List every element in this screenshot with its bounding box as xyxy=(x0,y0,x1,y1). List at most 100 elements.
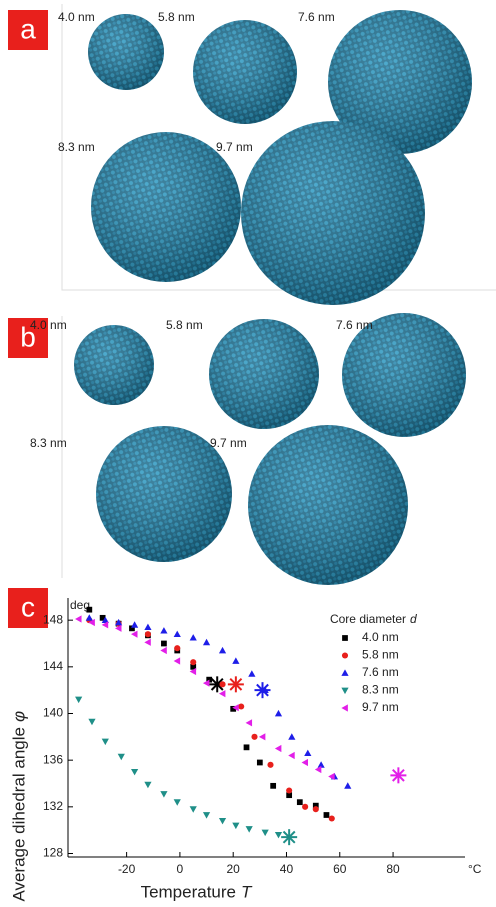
marker xyxy=(248,670,256,677)
marker xyxy=(341,704,348,712)
marker xyxy=(302,803,309,810)
marker xyxy=(206,676,213,683)
marker xyxy=(218,690,226,698)
marker xyxy=(314,765,322,774)
panel-b: b 4.0 nm 5.8 nm 7.6 nm 8.3 nm 9.7 nm xyxy=(8,313,466,585)
marker xyxy=(288,733,296,740)
marker xyxy=(101,621,109,629)
x-tick-label: 0 xyxy=(177,862,184,876)
legend-label: 7.6 nm xyxy=(362,665,399,679)
marker xyxy=(274,744,282,753)
marker xyxy=(88,718,96,726)
marker xyxy=(245,719,253,727)
marker xyxy=(144,631,151,638)
size-label: 4.0 nm xyxy=(30,318,67,332)
marker xyxy=(341,687,349,695)
marker xyxy=(160,791,168,798)
size-label: 9.7 nm xyxy=(216,140,253,154)
marker xyxy=(161,640,167,647)
x-tick-label: 60 xyxy=(333,862,347,876)
marker xyxy=(86,606,93,613)
marker xyxy=(232,704,239,712)
marker xyxy=(344,782,352,789)
panel-label: a xyxy=(20,13,36,44)
marker xyxy=(190,659,197,666)
marker xyxy=(232,657,240,664)
marker xyxy=(131,768,139,776)
marker xyxy=(85,614,93,621)
marker xyxy=(144,638,151,646)
marker xyxy=(288,751,295,760)
legend-label: 4.0 nm xyxy=(362,630,399,644)
y-label: Average dihedral angle xyxy=(9,727,28,902)
marker xyxy=(243,744,250,751)
marker xyxy=(160,646,167,655)
legend-label: 8.3 nm xyxy=(362,683,399,697)
marker xyxy=(342,635,348,641)
panel-label: c xyxy=(21,591,35,622)
marker xyxy=(129,625,135,632)
transition-star xyxy=(227,676,244,693)
size-label: 8.3 nm xyxy=(30,436,67,450)
marker xyxy=(174,645,181,652)
panel-label-box xyxy=(8,588,48,628)
legend-label: 5.8 nm xyxy=(362,648,399,662)
marker xyxy=(274,709,283,717)
size-label: 9.7 nm xyxy=(210,436,247,450)
plot: 128 132 136 140 144 148 -20 0 20 40 60 80 4.0 nm 5.8 … xyxy=(43,598,465,876)
marker xyxy=(245,826,253,833)
transition-star xyxy=(254,682,271,699)
y-label-group: Average dihedral angle φ xyxy=(9,711,28,902)
star-stroke xyxy=(392,768,405,782)
y-tick-label: 144 xyxy=(43,659,63,673)
marker xyxy=(190,663,197,670)
marker xyxy=(144,623,152,631)
marker xyxy=(218,646,227,654)
y-tick-label: 132 xyxy=(43,799,63,813)
marker xyxy=(160,627,168,634)
spheres xyxy=(88,10,472,305)
marker xyxy=(144,781,152,789)
y-tick-label: 128 xyxy=(43,846,63,860)
x-unit: °C xyxy=(468,862,482,876)
panel-a: a 4.0 nm 5.8 nm 7.6 nm 8.3 nm 9.7 nm xyxy=(8,4,496,305)
marker xyxy=(202,812,211,819)
marker xyxy=(101,616,109,624)
star-stroke xyxy=(210,677,224,691)
marker xyxy=(131,630,138,638)
marker xyxy=(251,733,258,740)
x-tick-label: 20 xyxy=(227,862,241,876)
legend-label: 9.7 nm xyxy=(362,700,399,714)
transition-star xyxy=(390,767,407,784)
marker xyxy=(189,634,197,641)
marker xyxy=(270,782,277,789)
marker xyxy=(99,614,106,621)
y-tick-label: 136 xyxy=(43,752,63,766)
size-label: 4.0 nm xyxy=(58,10,95,24)
marker xyxy=(341,652,349,659)
marker xyxy=(117,753,125,761)
size-label: 8.3 nm xyxy=(58,140,95,154)
x-tick-label: 40 xyxy=(280,862,294,876)
marker xyxy=(304,749,312,757)
marker xyxy=(115,618,123,626)
marker xyxy=(312,802,319,809)
x-label: Temperature xyxy=(141,882,236,901)
marker xyxy=(173,630,181,638)
spheres xyxy=(74,313,466,585)
marker xyxy=(317,761,325,768)
marker xyxy=(296,799,303,806)
marker xyxy=(301,758,309,767)
marker xyxy=(115,624,122,632)
marker xyxy=(256,759,263,766)
marker xyxy=(173,657,181,665)
marker xyxy=(189,806,197,813)
marker xyxy=(173,799,181,806)
marker xyxy=(219,681,226,688)
size-label: 7.6 nm xyxy=(336,318,373,332)
marker xyxy=(232,822,240,830)
transition-star xyxy=(281,829,298,846)
marker xyxy=(75,696,83,704)
